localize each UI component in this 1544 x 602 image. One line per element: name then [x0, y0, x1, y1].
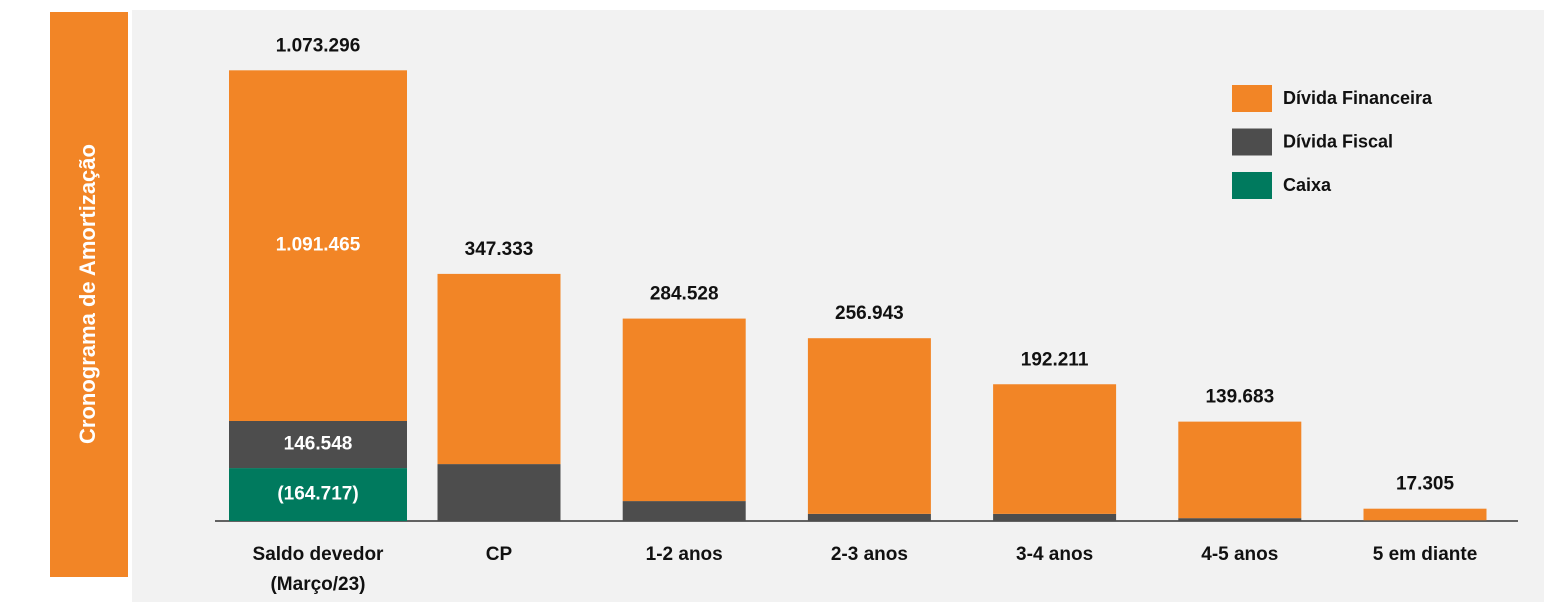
x-tick-label: 5 em diante [1372, 544, 1478, 565]
legend-label: Caixa [1283, 175, 1332, 195]
bar-segment [1363, 520, 1487, 521]
bar-segment [229, 420, 407, 469]
bar-segment [437, 464, 561, 521]
legend-swatch [1232, 128, 1272, 156]
bar-segment [622, 318, 746, 502]
x-tick-label: 2-3 anos [830, 544, 908, 565]
legend-swatch [1232, 172, 1272, 199]
bar-segment [1178, 518, 1302, 521]
legend-label: Dívida Fiscal [1283, 131, 1393, 151]
chart-title: Cronograma de Amortização [75, 144, 100, 444]
total-label: 347.333 [465, 239, 534, 260]
total-label: 17.305 [1396, 474, 1455, 495]
bar-segment [807, 338, 931, 514]
legend-swatch [1232, 85, 1272, 112]
x-tick-label: Saldo devedor (Março/23) [252, 544, 384, 595]
segment-label: 1.091.465 [276, 235, 361, 256]
total-label: 192.211 [1021, 349, 1089, 370]
bar-segment [229, 468, 407, 521]
segment-label: 146.548 [284, 434, 353, 455]
total-label: 284.528 [650, 284, 719, 305]
total-label: 1.073.296 [276, 35, 361, 56]
bar-segment [807, 513, 931, 521]
bar-segment [622, 501, 746, 521]
x-tick-label: CP [485, 544, 513, 565]
x-tick-label: 3-4 anos [1016, 544, 1094, 565]
x-tick-label: 1-2 anos [645, 544, 723, 565]
total-label: 256.943 [835, 303, 904, 324]
x-tick-label: 4-5 anos [1201, 544, 1279, 565]
bar-segment [437, 273, 561, 465]
segment-label: (164.717) [277, 484, 358, 505]
legend-label: Dívida Financeira [1283, 88, 1433, 108]
bar-segment [229, 70, 407, 421]
bar-segment [1363, 508, 1487, 521]
title-box [50, 12, 128, 577]
bar-segment [993, 384, 1117, 514]
bar-segment [1178, 421, 1302, 519]
total-label: 139.683 [1205, 387, 1274, 408]
bar-segment [993, 513, 1117, 521]
